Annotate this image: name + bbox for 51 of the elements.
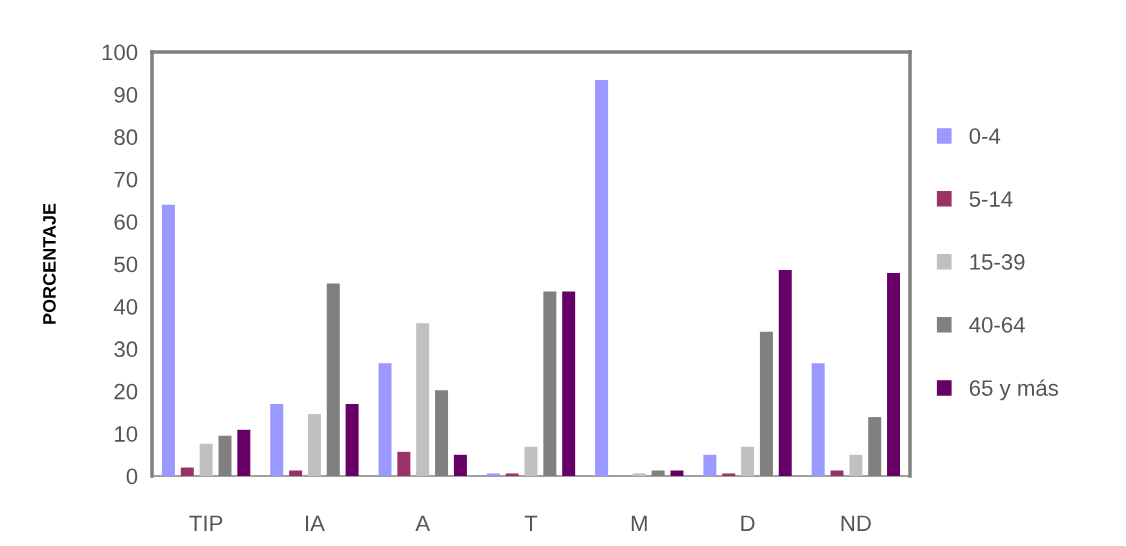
bar [416, 323, 430, 476]
y-tick-label: 20 [114, 383, 138, 400]
bar [270, 403, 284, 476]
y-tick-label: 40 [113, 298, 138, 315]
bar [811, 363, 825, 476]
y-tick-label: 50 [114, 256, 138, 273]
y-tick-label: 90 [114, 86, 138, 103]
legend-label: 65 y más [969, 379, 1059, 401]
y-tick-label: 10 [115, 426, 138, 442]
y-tick-label: 0 [126, 468, 138, 485]
bar [199, 443, 213, 476]
y-tick-label: 30 [114, 341, 138, 358]
x-tick-label: M [631, 515, 647, 531]
y-tick-label: 80 [114, 129, 138, 146]
x-tick-label: T [524, 515, 538, 531]
bar [345, 403, 359, 476]
legend-label: 0-4 [969, 128, 1001, 144]
bar [307, 414, 321, 476]
bar [632, 473, 646, 476]
bar [180, 467, 194, 476]
bar [849, 454, 863, 476]
y-axis-title: PORCENTAJE [43, 203, 56, 324]
bar [486, 473, 500, 476]
bar [524, 446, 538, 476]
x-tick-label: ND [841, 515, 871, 531]
x-tick-label: D [741, 515, 755, 531]
bar [453, 454, 467, 476]
bar [397, 451, 411, 476]
x-tick-label: TIP [189, 515, 223, 531]
bar [161, 204, 175, 476]
legend-label: 5-14 [969, 191, 1013, 207]
bar [595, 79, 609, 476]
bar [887, 272, 901, 476]
bar [830, 470, 844, 476]
bar [378, 363, 392, 476]
bar [505, 473, 519, 476]
legend-label: 40-64 [969, 317, 1025, 333]
x-tick-label: IA [305, 515, 325, 531]
y-tick-label: 70 [114, 171, 138, 188]
bar [741, 446, 755, 476]
bar [289, 470, 303, 476]
bar [703, 454, 717, 476]
bar [722, 473, 736, 476]
y-tick-label: 60 [114, 214, 138, 230]
x-tick-label: A [415, 515, 431, 531]
y-tick-label: 100 [102, 44, 138, 61]
bar [778, 269, 792, 476]
bar [562, 291, 576, 476]
bar [237, 429, 251, 476]
bar [670, 470, 684, 476]
legend-label: 15-39 [970, 254, 1025, 270]
